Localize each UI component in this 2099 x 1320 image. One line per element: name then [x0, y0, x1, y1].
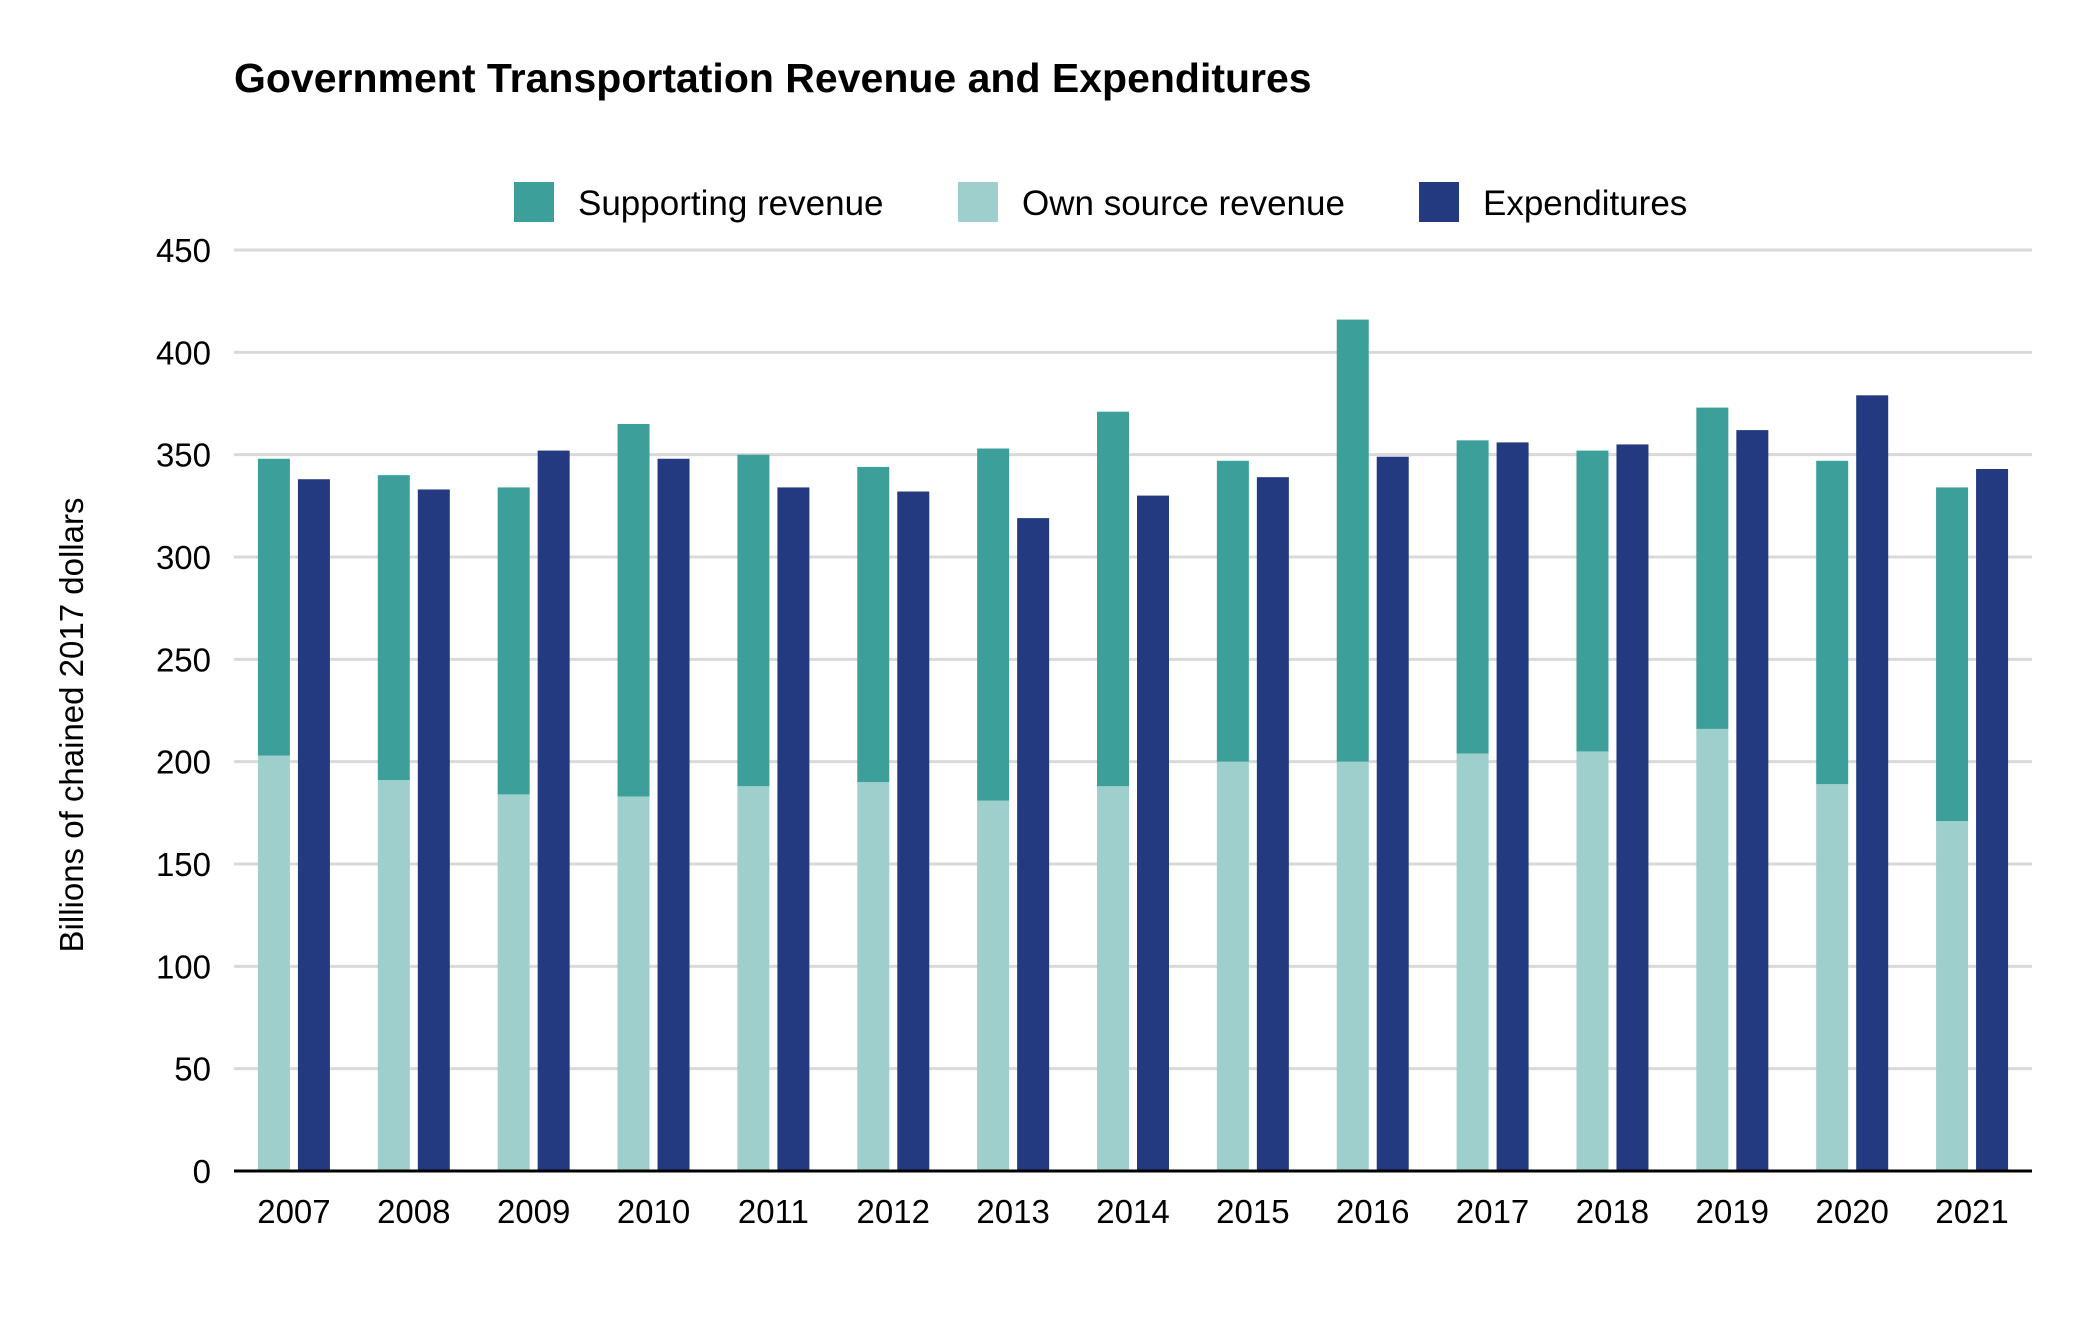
legend: Supporting revenue Own source revenue Expe…	[514, 182, 1687, 223]
legend-label-supporting-revenue: Supporting revenue	[578, 184, 884, 223]
legend-swatch-supporting-revenue	[514, 182, 554, 222]
bar-expenditures-2016	[1376, 456, 1409, 1171]
bar-supporting-revenue-2007	[257, 458, 290, 756]
bar-expenditures-2017	[1496, 442, 1529, 1171]
y-tick-label: 350	[156, 437, 211, 474]
bars	[257, 319, 2009, 1172]
x-tick-label: 2013	[976, 1193, 1049, 1230]
bar-own-source-revenue-2011	[737, 786, 770, 1171]
bar-own-source-revenue-2008	[377, 780, 410, 1171]
bar-supporting-revenue-2008	[377, 475, 410, 781]
y-axis-label: Billions of chained 2017 dollars	[53, 498, 90, 953]
bar-supporting-revenue-2013	[977, 448, 1010, 801]
x-tick-label: 2012	[857, 1193, 930, 1230]
bar-supporting-revenue-2015	[1216, 460, 1249, 762]
x-tick-label: 2008	[377, 1193, 450, 1230]
x-tick-label: 2019	[1696, 1193, 1769, 1230]
bar-expenditures-2009	[537, 450, 570, 1171]
x-tick-label: 2014	[1096, 1193, 1169, 1230]
x-tick-label: 2018	[1576, 1193, 1649, 1230]
y-tick-label: 250	[156, 641, 211, 678]
legend-swatch-expenditures	[1419, 182, 1459, 222]
bar-expenditures-2011	[777, 487, 810, 1171]
x-tick-label: 2016	[1336, 1193, 1409, 1230]
bar-supporting-revenue-2019	[1696, 407, 1729, 729]
bar-expenditures-2020	[1856, 395, 1889, 1171]
bar-expenditures-2012	[897, 491, 930, 1171]
bar-own-source-revenue-2020	[1816, 784, 1849, 1171]
bar-own-source-revenue-2009	[497, 794, 530, 1171]
legend-swatch-own-source-revenue	[958, 182, 998, 222]
y-tick-label: 200	[156, 744, 211, 781]
bar-own-source-revenue-2015	[1216, 761, 1249, 1171]
y-tick-label: 450	[156, 232, 211, 269]
y-tick-label: 100	[156, 948, 211, 985]
x-tick-label: 2020	[1815, 1193, 1888, 1230]
bar-own-source-revenue-2017	[1456, 753, 1489, 1171]
x-tick-label: 2009	[497, 1193, 570, 1230]
bar-supporting-revenue-2017	[1456, 440, 1489, 754]
bar-expenditures-2008	[417, 489, 450, 1172]
y-axis-ticks: 0 50 100 150 200 250 300 350 400 450	[156, 232, 211, 1190]
x-tick-label: 2010	[617, 1193, 690, 1230]
bar-supporting-revenue-2011	[737, 454, 770, 787]
x-tick-label: 2017	[1456, 1193, 1529, 1230]
bar-expenditures-2007	[297, 479, 330, 1171]
legend-label-expenditures: Expenditures	[1483, 184, 1687, 223]
bar-expenditures-2015	[1256, 477, 1289, 1171]
bar-expenditures-2014	[1137, 495, 1169, 1172]
bar-supporting-revenue-2018	[1576, 450, 1609, 752]
gridlines	[234, 248, 2032, 1071]
bar-own-source-revenue-2010	[617, 796, 650, 1171]
x-tick-label: 2007	[257, 1193, 330, 1230]
bar-own-source-revenue-2016	[1336, 761, 1369, 1171]
bar-supporting-revenue-2021	[1936, 487, 1969, 822]
bar-own-source-revenue-2021	[1936, 821, 1969, 1171]
y-tick-label: 400	[156, 334, 211, 371]
bar-own-source-revenue-2012	[857, 782, 890, 1171]
bar-expenditures-2019	[1736, 430, 1769, 1171]
bar-supporting-revenue-2009	[497, 487, 530, 795]
x-axis-ticks: 2007 2008 2009 2010 2011 2012 2013 2014 2015 2016…	[257, 1193, 2009, 1230]
bar-supporting-revenue-2014	[1097, 411, 1129, 787]
y-tick-label: 300	[156, 539, 211, 576]
y-tick-label: 0	[193, 1153, 211, 1190]
x-tick-label: 2011	[738, 1193, 809, 1230]
bar-supporting-revenue-2020	[1816, 460, 1849, 785]
y-tick-label: 150	[156, 846, 211, 883]
bar-own-source-revenue-2007	[257, 755, 290, 1171]
legend-label-own-source-revenue: Own source revenue	[1022, 184, 1345, 223]
bar-expenditures-2010	[657, 458, 690, 1171]
bar-own-source-revenue-2019	[1696, 728, 1729, 1171]
chart-title: Government Transportation Revenue and Ex…	[234, 55, 1312, 101]
y-tick-label: 50	[174, 1051, 211, 1088]
x-tick-label: 2015	[1216, 1193, 1289, 1230]
bar-expenditures-2021	[1976, 468, 2009, 1171]
bar-supporting-revenue-2010	[617, 423, 650, 797]
bar-own-source-revenue-2013	[977, 800, 1010, 1171]
bar-supporting-revenue-2016	[1336, 319, 1369, 762]
x-tick-label: 2021	[1935, 1193, 2008, 1230]
bar-own-source-revenue-2018	[1576, 751, 1609, 1171]
bar-own-source-revenue-2014	[1097, 786, 1129, 1171]
bar-expenditures-2013	[1017, 518, 1050, 1171]
bar-expenditures-2018	[1616, 444, 1649, 1171]
bar-supporting-revenue-2012	[857, 466, 890, 783]
